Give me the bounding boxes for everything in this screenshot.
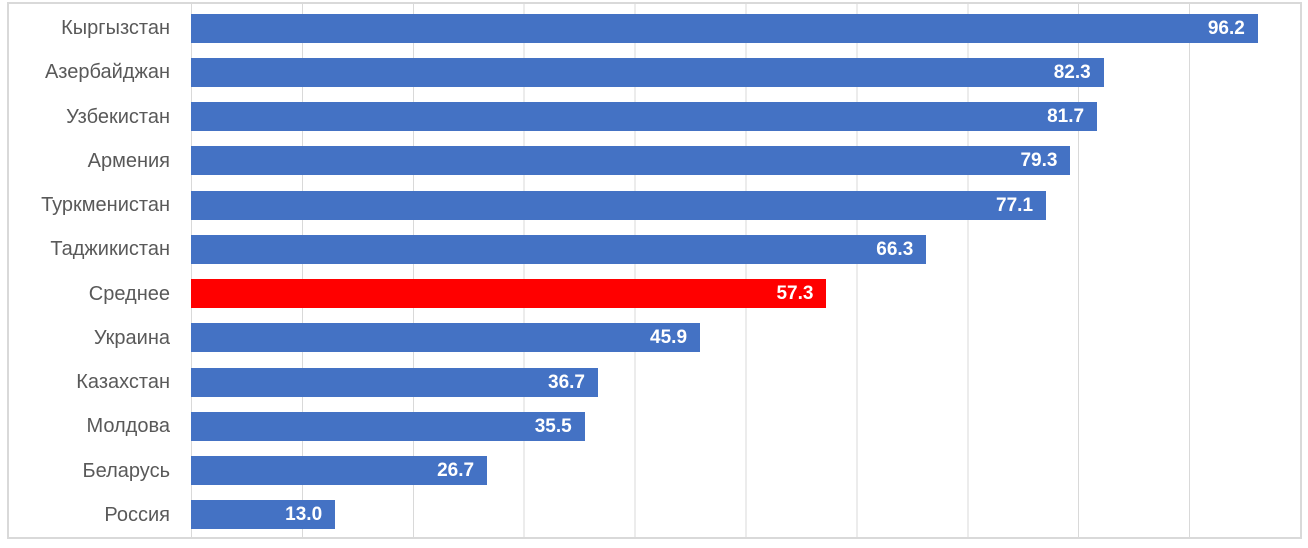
bar-value-label: 79.3: [1020, 150, 1058, 172]
bar-value-label: 77.1: [996, 194, 1034, 216]
category-label: Таджикистан: [50, 238, 170, 261]
category-label: Среднее: [88, 282, 170, 305]
chart-row: Казахстан 36.7: [9, 360, 1300, 404]
bar: 57.3: [191, 279, 827, 309]
chart-row: Туркменистан 77.1: [9, 183, 1300, 227]
bar: 79.3: [191, 146, 1071, 176]
bar-value-label: 35.5: [534, 415, 572, 437]
bar: 13.0: [191, 500, 336, 530]
bar: 66.3: [191, 234, 927, 264]
gridlines: [191, 4, 1300, 537]
bar: 35.5: [191, 411, 585, 441]
bar-track: 13.0: [191, 500, 1300, 530]
bar-track: 77.1: [191, 190, 1300, 220]
bar: 45.9: [191, 323, 701, 353]
bar-value-label: 81.7: [1047, 106, 1085, 128]
chart-row: Беларусь 26.7: [9, 449, 1300, 493]
bar-value-label: 66.3: [876, 238, 914, 260]
chart-row: Азербайджан 82.3: [9, 50, 1300, 94]
bar-value-label: 36.7: [548, 371, 585, 393]
category-label: Молдова: [86, 415, 170, 438]
bar-track: 79.3: [191, 146, 1300, 176]
category-label: Казахстан: [76, 371, 170, 394]
chart-row: Россия 13.0: [9, 493, 1300, 537]
chart-row: Молдова 35.5: [9, 404, 1300, 448]
bar-track: 45.9: [191, 323, 1300, 353]
bar-value-label: 26.7: [437, 460, 475, 482]
bar-track: 66.3: [191, 234, 1300, 264]
bar-track: 36.7: [191, 367, 1300, 397]
category-label: Украина: [93, 326, 170, 349]
bar-track: 82.3: [191, 57, 1300, 87]
bar-track: 57.3: [191, 279, 1300, 309]
bar-value-label: 96.2: [1207, 17, 1245, 39]
chart-row: Армения 79.3: [9, 139, 1300, 183]
chart-rows: Кыргызстан 96.2 Азербайджан 82.3 Узбекис…: [9, 6, 1300, 537]
category-label: Кыргызстан: [61, 17, 170, 40]
bar: 77.1: [191, 190, 1047, 220]
bar: 26.7: [191, 456, 488, 486]
bar-track: 81.7: [191, 102, 1300, 132]
chart-row: Таджикистан 66.3: [9, 227, 1300, 271]
chart-area: Кыргызстан 96.2 Азербайджан 82.3 Узбекис…: [7, 2, 1302, 539]
bar-value-label: 13.0: [285, 504, 323, 526]
chart-row: Кыргызстан 96.2: [9, 6, 1300, 50]
chart-row: Среднее 57.3: [9, 272, 1300, 316]
chart-row: Украина 45.9: [9, 316, 1300, 360]
category-label: Беларусь: [82, 459, 170, 482]
bar-value-label: 57.3: [776, 283, 814, 305]
bar: 82.3: [191, 57, 1104, 87]
bar: 36.7: [191, 367, 598, 397]
bar-value-label: 45.9: [650, 327, 688, 349]
category-label: Узбекистан: [66, 105, 170, 128]
chart-row: Узбекистан 81.7: [9, 95, 1300, 139]
category-label: Армения: [87, 149, 170, 172]
bar-value-label: 82.3: [1053, 61, 1091, 83]
category-label: Туркменистан: [41, 194, 170, 217]
bar: 81.7: [191, 102, 1098, 132]
bar-track: 35.5: [191, 411, 1300, 441]
bar-track: 96.2: [191, 13, 1300, 43]
bar: 96.2: [191, 13, 1258, 43]
category-label: Азербайджан: [44, 61, 170, 84]
category-label: Россия: [104, 503, 170, 526]
bar-track: 26.7: [191, 456, 1300, 486]
